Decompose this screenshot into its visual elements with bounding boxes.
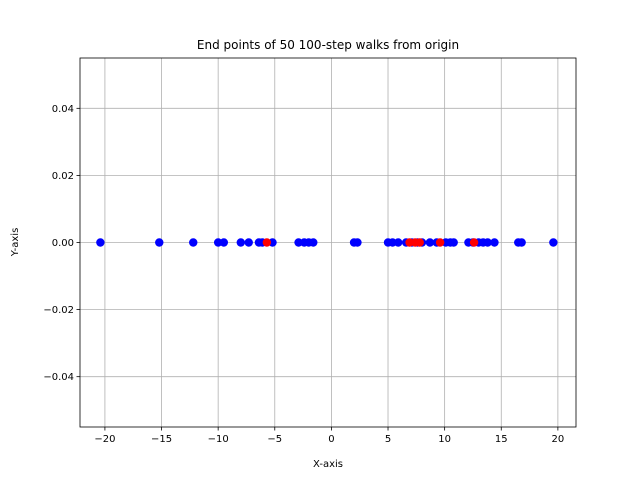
scatter-point	[449, 238, 458, 247]
y-axis-label: Y-axis	[10, 228, 21, 258]
scatter-point	[309, 238, 318, 247]
scatter-point	[549, 238, 558, 247]
scatter-point	[415, 238, 424, 247]
scatter-point	[96, 238, 105, 247]
x-tick-label: −10	[208, 434, 229, 445]
scatter-point	[219, 238, 229, 247]
x-tick-label: −15	[151, 434, 172, 445]
x-tick-label: 15	[495, 434, 508, 445]
y-tick-label: −0.02	[43, 305, 74, 316]
x-tick-label: −20	[94, 434, 115, 445]
y-tick-label: −0.04	[43, 372, 74, 383]
grid	[80, 58, 576, 427]
scatter-point	[517, 238, 526, 247]
chart-title: End points of 50 100-step walks from ori…	[197, 38, 459, 52]
scatter-point	[155, 238, 164, 247]
x-tick-label: 10	[438, 434, 451, 445]
y-tick-label: 0.00	[52, 238, 74, 249]
scatter-point	[189, 238, 198, 247]
data-points	[96, 238, 558, 247]
x-axis-ticks: −20 −15 −10 −5 0 5 10 15 20	[94, 427, 564, 445]
y-tick-label: 0.02	[52, 171, 74, 182]
scatter-point	[394, 238, 403, 247]
scatter-point	[490, 238, 499, 247]
scatter-point	[262, 238, 272, 247]
scatter-point	[244, 238, 253, 247]
x-tick-label: 0	[328, 434, 334, 445]
scatter-point	[469, 238, 479, 247]
scatter-point	[236, 238, 246, 247]
scatter-point	[425, 238, 435, 247]
scatter-point	[353, 238, 362, 247]
y-tick-label: 0.04	[52, 104, 74, 115]
x-tick-label: 5	[385, 434, 391, 445]
x-tick-label: 20	[552, 434, 565, 445]
scatter-point	[483, 238, 492, 247]
x-axis-label: X-axis	[313, 459, 343, 470]
x-tick-label: −5	[267, 434, 282, 445]
y-axis-ticks: −0.04 −0.02 0.00 0.02 0.04	[43, 104, 80, 383]
scatter-point	[435, 238, 445, 247]
